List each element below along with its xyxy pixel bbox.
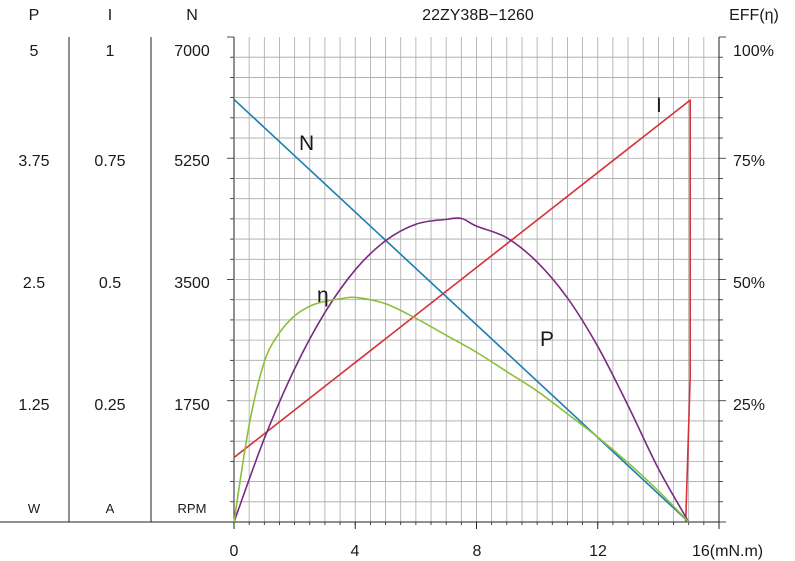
tick-label-eff-4: 25% (733, 397, 765, 414)
plot-frame (227, 36, 726, 529)
tick-label-p-4: 1.25 (18, 397, 49, 414)
tick-label-p-3: 2.5 (23, 275, 45, 292)
chart-title: 22ZY38B−1260 (422, 7, 534, 24)
series-line-n (233, 98, 690, 523)
axis-header-n: N (186, 7, 198, 24)
x-tick-label-0: 0 (230, 543, 239, 560)
tick-label-n-1: 7000 (174, 43, 210, 60)
series-label-eta: η (317, 284, 329, 307)
tick-label-i-2: 0.75 (94, 153, 125, 170)
series-line-p (233, 217, 690, 523)
axis-header-p: P (29, 7, 40, 24)
unit-label-n: RPM (178, 501, 207, 516)
tick-label-eff-2: 75% (733, 153, 765, 170)
unit-label-i: A (106, 501, 115, 516)
tick-label-p-2: 3.75 (18, 153, 49, 170)
tick-label-i-1: 1 (106, 43, 115, 60)
tick-label-n-4: 1750 (174, 397, 210, 414)
tick-label-eff-3: 50% (733, 275, 765, 292)
x-tick-label-16: 16(mN.m) (692, 543, 763, 560)
series-lines (233, 98, 691, 523)
x-tick-label-12: 12 (589, 543, 607, 560)
axis-header-i: I (108, 7, 112, 24)
tick-label-i-3: 0.5 (99, 275, 121, 292)
tick-label-p-1: 5 (30, 43, 39, 60)
x-tick-label-4: 4 (351, 543, 360, 560)
tick-label-n-2: 5250 (174, 153, 210, 170)
series-line-eta (233, 296, 690, 523)
series-label-n: N (299, 132, 314, 155)
tick-label-eff-1: 100% (733, 43, 774, 60)
grid (234, 37, 719, 522)
series-label-i: I (656, 94, 662, 117)
series-label-p: P (540, 328, 554, 351)
unit-label-p: W (28, 501, 41, 516)
tick-label-i-4: 0.25 (94, 397, 125, 414)
series-line-i (233, 99, 691, 523)
tick-label-n-3: 3500 (174, 275, 210, 292)
x-tick-label-8: 8 (473, 543, 482, 560)
axis-header-eff: EFF(η) (729, 7, 779, 24)
